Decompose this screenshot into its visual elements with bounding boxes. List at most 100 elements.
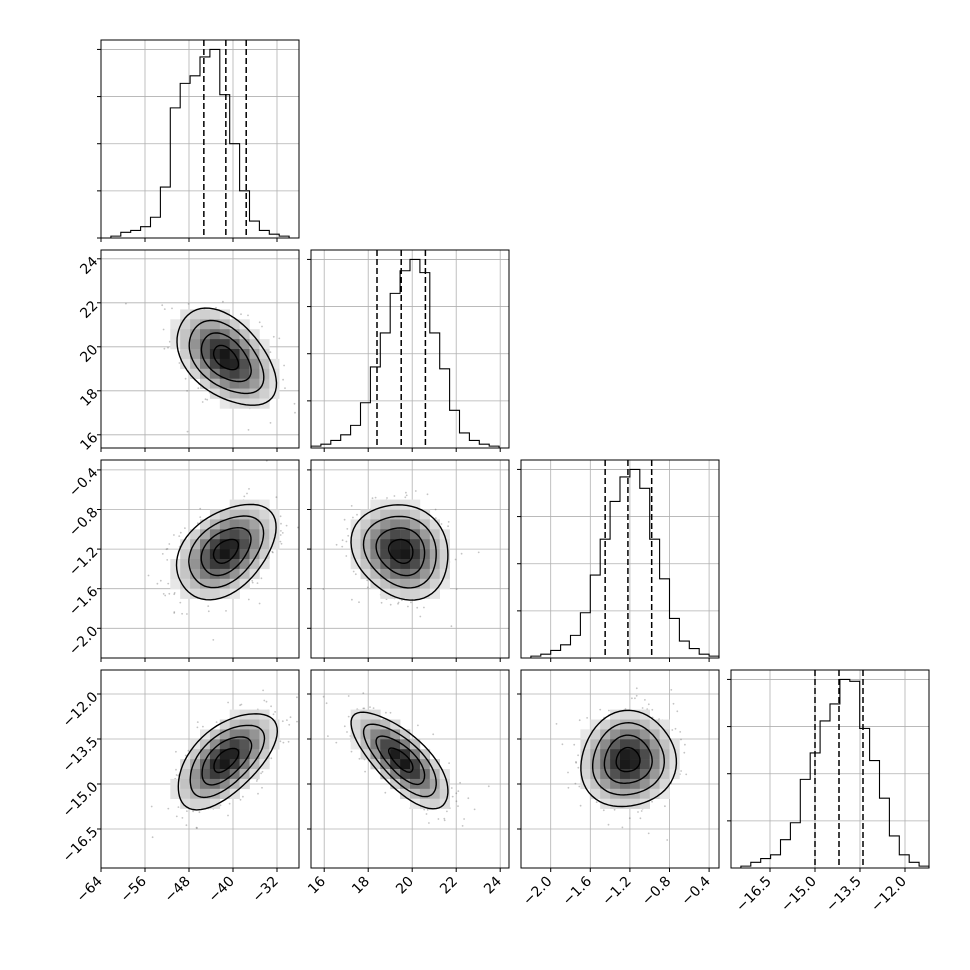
density-cell [400, 549, 411, 560]
density-cell [400, 788, 411, 799]
scatter-point [261, 786, 263, 789]
density-cell [259, 499, 270, 510]
density-cell [170, 788, 181, 799]
density-cell [390, 769, 401, 780]
scatter-panel-4-2: 16 18 20 22 24 [305, 669, 510, 897]
scatter-point [555, 723, 558, 725]
density-cell [219, 378, 230, 389]
density-cell [590, 719, 601, 730]
density-cell [429, 588, 440, 599]
density-cell [390, 749, 401, 760]
contour-line [188, 319, 265, 395]
scatter-point [239, 798, 242, 801]
density-cell [190, 588, 201, 599]
density-cell [659, 729, 670, 740]
scatter-point [637, 811, 639, 813]
density-cell [439, 539, 450, 550]
scatter-point [228, 802, 231, 805]
density-cell [390, 578, 401, 589]
x-tick-label: −15.0 [778, 874, 820, 916]
scatter-point [281, 532, 284, 534]
density-cell [219, 539, 230, 550]
density-cell [200, 529, 211, 540]
density-cell [209, 759, 221, 770]
scatter-panel-3-2 [307, 459, 510, 662]
scatter-point [683, 751, 686, 754]
density-cell [410, 559, 421, 570]
density-cell [400, 529, 411, 540]
density-cell [590, 769, 601, 780]
scatter-point [184, 527, 186, 529]
density-cell [190, 578, 201, 589]
density-cell [360, 729, 371, 740]
density-cell [360, 739, 371, 750]
density-cell [229, 709, 240, 720]
scatter-point [343, 725, 346, 728]
density-cell [190, 769, 201, 780]
scatter-point [608, 709, 610, 712]
density-cell [209, 749, 221, 760]
scatter-point [265, 700, 268, 703]
density-cell [249, 329, 260, 340]
scatter-point [275, 496, 278, 499]
density-cell [190, 349, 201, 360]
density-cell [209, 788, 221, 799]
density-cell [629, 749, 641, 760]
density-cell [219, 519, 230, 530]
density-cell [400, 588, 411, 599]
density-cell [239, 549, 250, 560]
scatter-point [299, 493, 301, 495]
scatter-point [345, 540, 348, 543]
density-cell [219, 529, 230, 540]
scatter-point [263, 699, 266, 702]
density-cell [209, 588, 221, 599]
scatter-point [272, 551, 274, 554]
scatter-point [251, 581, 254, 584]
x-tick-label: −64 [74, 873, 106, 905]
density-cell [190, 539, 201, 550]
density-cell [400, 729, 411, 740]
density-cell [269, 378, 280, 389]
density-cell [600, 719, 611, 730]
density-cell [370, 739, 381, 750]
density-cell [380, 539, 391, 550]
density-cell [590, 729, 601, 740]
scatter-point [577, 766, 580, 769]
panel-frame [100, 459, 300, 659]
density-cell [190, 529, 201, 540]
scatter-point [282, 378, 284, 381]
density-cell [259, 719, 270, 730]
scatter-point [356, 513, 358, 516]
density-cell [239, 378, 250, 389]
density-cell [600, 749, 611, 760]
contour-line [176, 307, 278, 406]
scatter-point [271, 550, 274, 553]
scatter-point [274, 711, 276, 713]
density-cell [209, 769, 221, 780]
density-cell [659, 788, 670, 799]
scatter-point [247, 429, 250, 431]
density-cell [259, 358, 270, 370]
scatter-point [679, 731, 682, 733]
scatter-point [448, 762, 450, 764]
density-cell [610, 769, 621, 780]
density-cell [219, 788, 230, 799]
density-cells [580, 709, 680, 809]
density-cell [400, 778, 411, 790]
density-cell [610, 709, 621, 720]
density-cell [229, 339, 240, 350]
scatter-point [215, 306, 217, 309]
scatter-point [240, 313, 242, 316]
scatter-point [192, 810, 195, 813]
scatter-point [171, 307, 173, 310]
x-tick-label: −0.8 [639, 874, 674, 909]
scatter-point [635, 687, 638, 690]
density-cell [659, 769, 670, 780]
scatter-point [166, 548, 169, 550]
contour-line [177, 713, 279, 811]
scatter-point [426, 493, 429, 496]
density-cell [180, 358, 191, 370]
y-tick-label: 20 [77, 342, 101, 366]
scatter-point [280, 530, 282, 532]
density-cell [180, 349, 191, 360]
